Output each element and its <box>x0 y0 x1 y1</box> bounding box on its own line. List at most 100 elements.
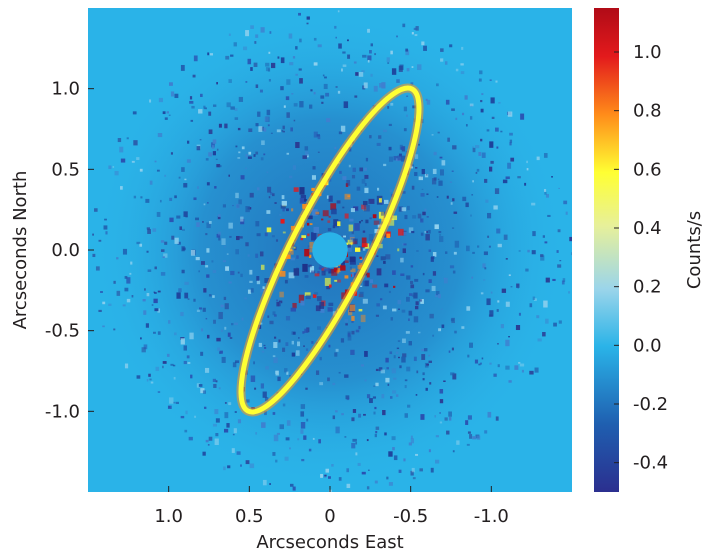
speckle <box>181 269 185 274</box>
speckle <box>452 450 455 453</box>
speckle <box>475 171 478 174</box>
speckle <box>487 212 492 219</box>
speckle <box>448 416 452 421</box>
speckle <box>393 455 398 461</box>
speckle <box>417 331 421 334</box>
speckle <box>304 328 309 333</box>
speckle <box>414 34 418 37</box>
speckle <box>518 312 521 316</box>
speckle <box>414 278 419 282</box>
speckle <box>406 95 409 97</box>
speckle <box>185 410 188 415</box>
speckle <box>163 253 168 258</box>
speckle <box>280 218 285 224</box>
speckle <box>272 412 276 415</box>
speckle <box>405 331 410 334</box>
speckle <box>387 383 390 386</box>
speckle <box>227 465 231 469</box>
speckle <box>146 379 149 382</box>
speckle <box>373 385 376 387</box>
speckle <box>257 111 261 117</box>
speckle <box>223 296 227 301</box>
speckle <box>510 157 515 162</box>
speckle <box>98 239 102 242</box>
speckle <box>255 84 259 88</box>
speckle <box>501 288 507 293</box>
speckle <box>147 229 151 234</box>
speckle <box>154 292 157 294</box>
speckle <box>216 164 221 168</box>
speckle <box>557 229 561 233</box>
speckle <box>500 130 503 133</box>
speckle <box>401 191 406 194</box>
speckle <box>464 95 468 100</box>
speckle <box>472 251 475 254</box>
speckle <box>505 365 510 370</box>
speckle <box>419 299 422 302</box>
speckle <box>228 174 230 177</box>
speckle <box>306 418 309 422</box>
speckle <box>198 270 200 273</box>
speckle <box>102 301 106 305</box>
speckle <box>376 303 380 307</box>
speckle <box>205 439 209 443</box>
speckle <box>201 328 204 332</box>
speckle <box>332 382 336 386</box>
speckle <box>359 256 362 259</box>
speckle <box>374 53 377 56</box>
speckle <box>398 469 402 473</box>
speckle <box>351 230 354 234</box>
speckle <box>332 415 336 420</box>
speckle <box>304 199 307 201</box>
speckle <box>466 306 471 311</box>
y-tick-label: 0.0 <box>51 240 80 261</box>
speckle <box>376 255 379 257</box>
speckle <box>440 58 444 62</box>
speckle <box>369 398 373 404</box>
speckle <box>437 178 440 180</box>
speckle <box>224 412 229 419</box>
speckle <box>208 129 213 135</box>
x-tick-label: 1.0 <box>154 506 183 527</box>
speckle <box>231 448 235 453</box>
speckle <box>286 152 290 155</box>
speckle <box>228 281 232 284</box>
speckle <box>193 55 198 62</box>
speckle <box>408 227 414 233</box>
speckle <box>298 294 305 303</box>
speckle <box>393 377 397 380</box>
speckle <box>157 290 161 293</box>
speckle <box>319 382 324 386</box>
speckle <box>412 215 417 219</box>
speckle <box>386 367 389 370</box>
speckle <box>270 62 276 69</box>
speckle <box>206 274 210 278</box>
speckle <box>408 293 413 296</box>
speckle <box>272 193 275 197</box>
speckle <box>144 288 146 291</box>
speckle <box>422 211 426 216</box>
speckle <box>420 193 425 197</box>
speckle <box>355 442 358 445</box>
speckle <box>186 355 190 359</box>
speckle <box>388 451 393 457</box>
speckle <box>518 362 521 364</box>
speckle <box>291 208 294 212</box>
speckle <box>281 195 285 200</box>
speckle <box>259 251 264 257</box>
speckle <box>478 151 482 156</box>
speckle <box>431 134 434 136</box>
speckle <box>170 363 174 366</box>
speckle <box>305 348 309 351</box>
speckle <box>308 264 312 268</box>
speckle <box>571 252 572 256</box>
speckle <box>226 423 230 428</box>
speckle <box>213 383 217 388</box>
speckle <box>345 395 350 400</box>
speckle <box>437 131 440 134</box>
speckle <box>493 373 497 377</box>
speckle <box>422 272 425 276</box>
speckle <box>209 53 214 56</box>
speckle <box>262 391 267 398</box>
speckle <box>215 433 219 437</box>
